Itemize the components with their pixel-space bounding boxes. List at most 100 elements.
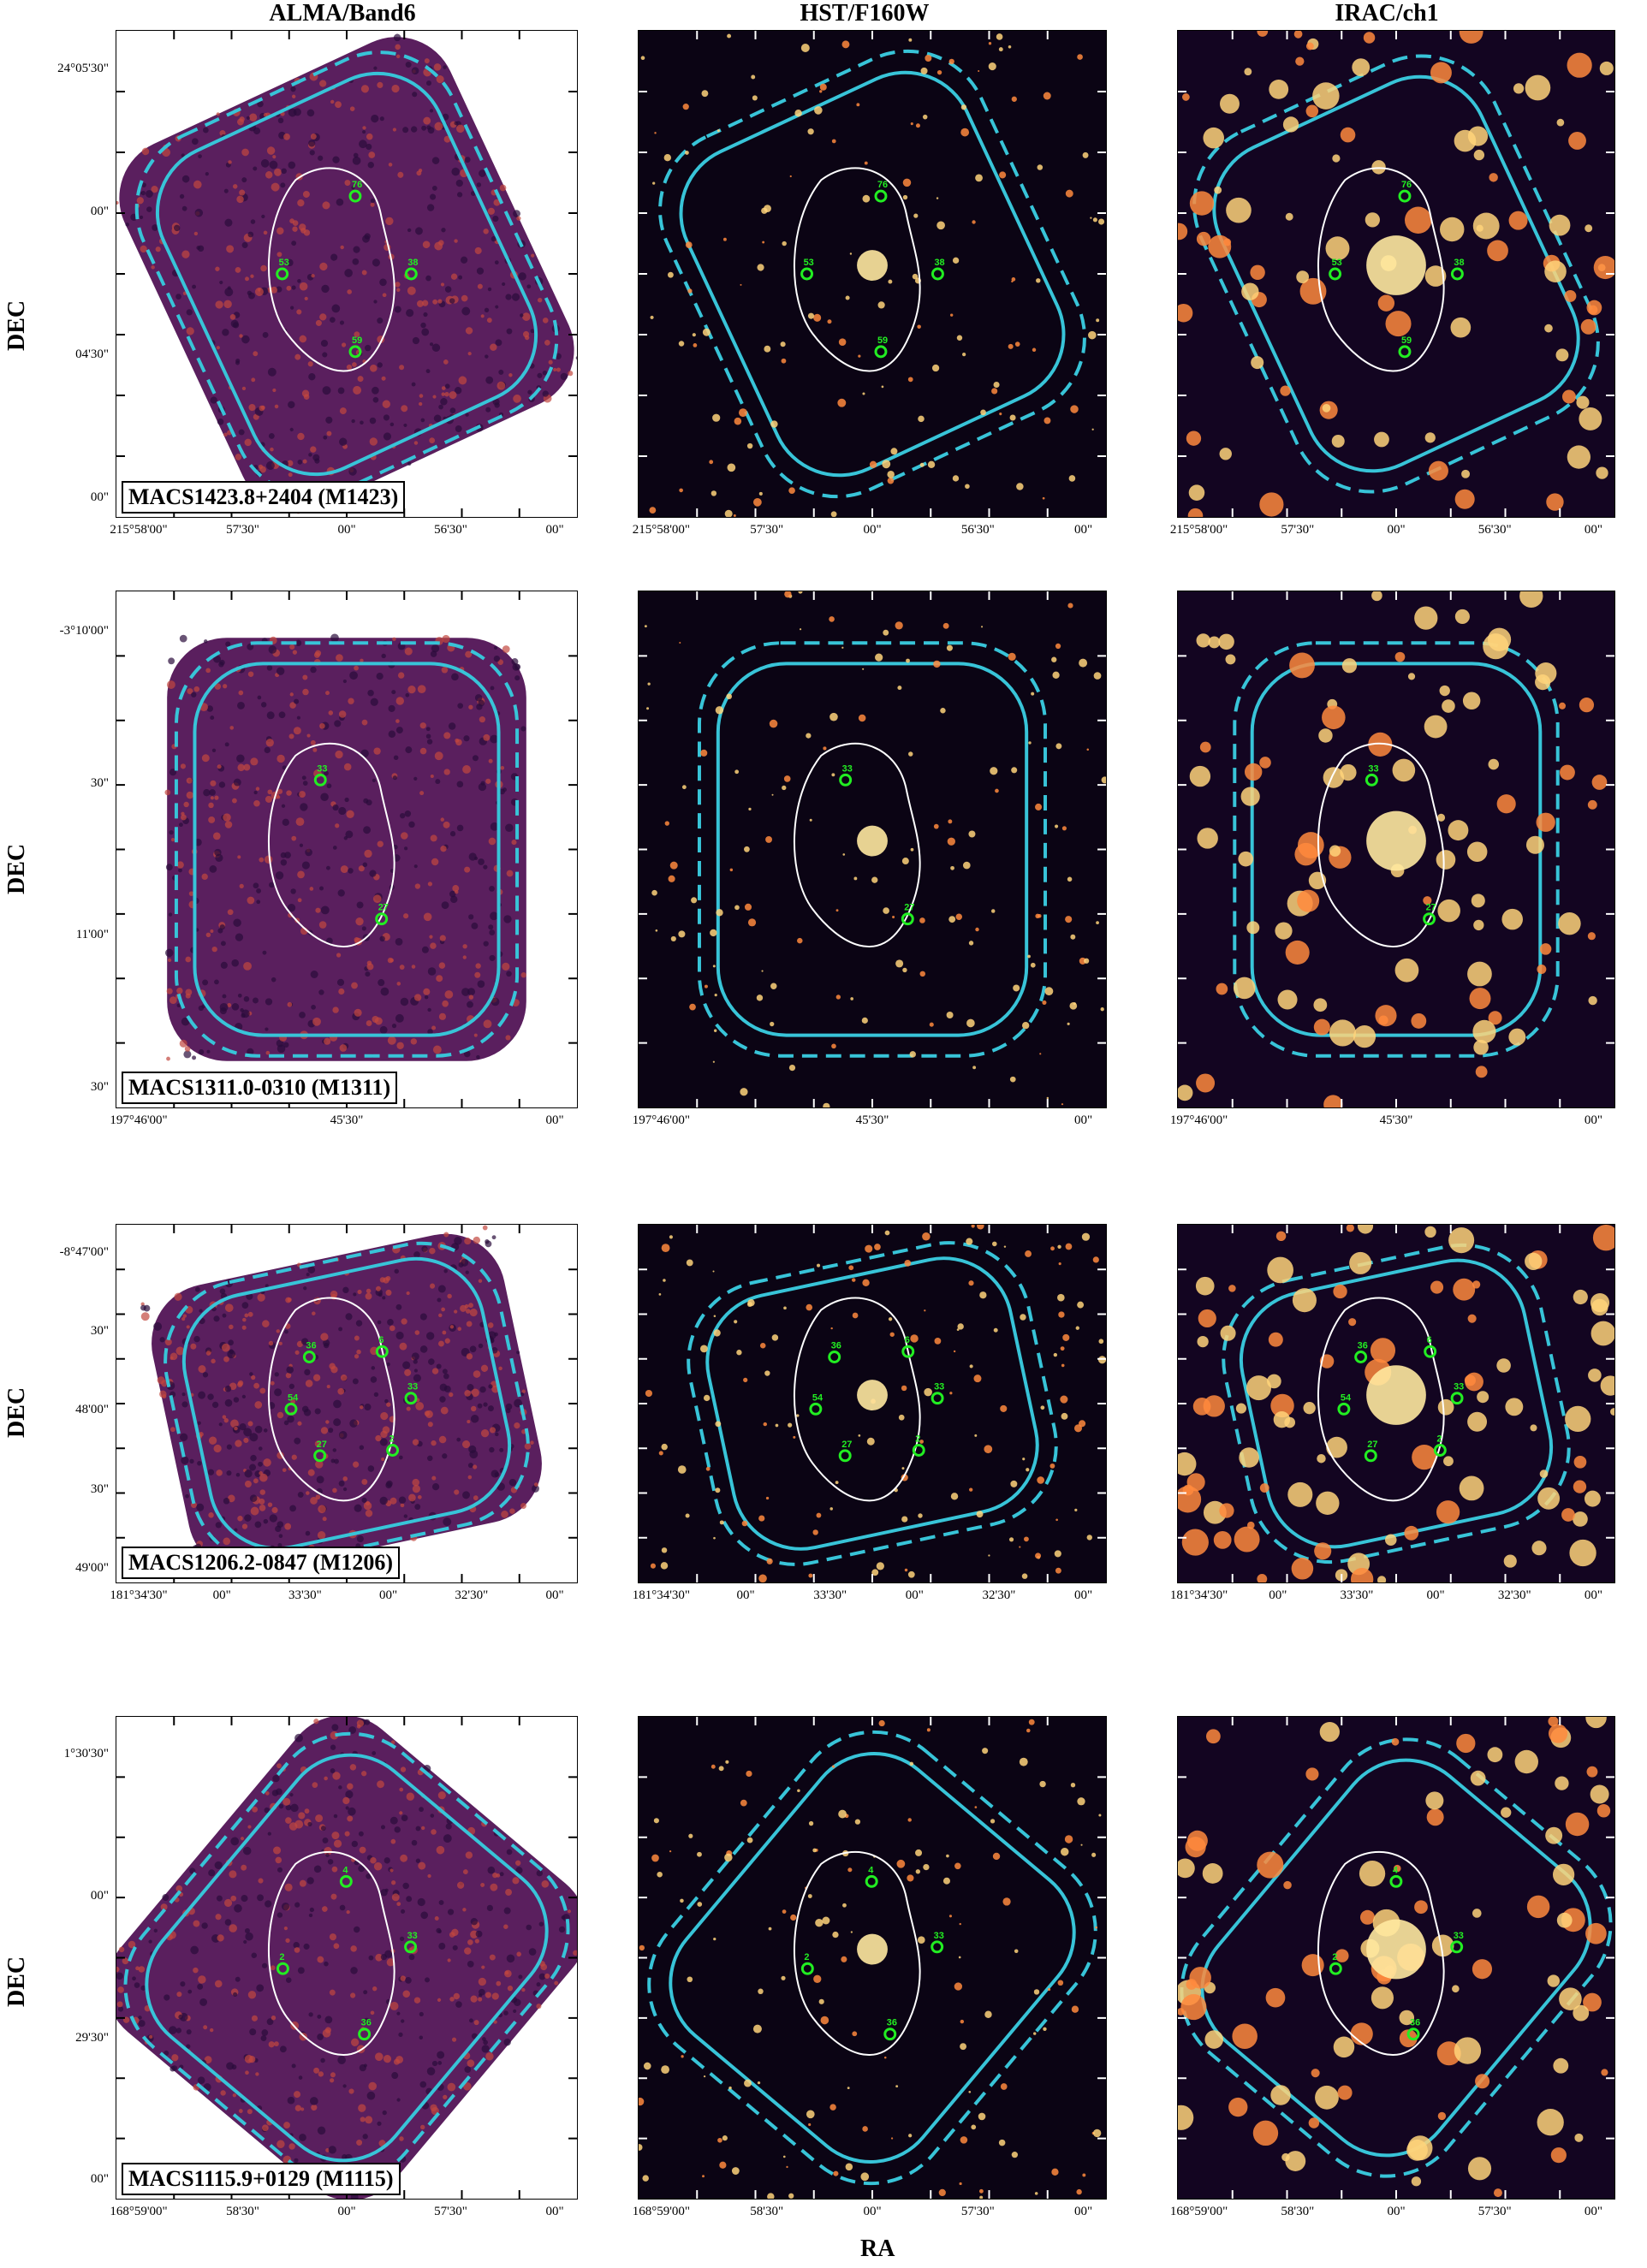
source-id-label: 2 [915,1434,920,1445]
ra-tick-label: 00" [379,1588,398,1602]
coverage-contour-dashed [647,1730,1097,2186]
source-id-label: 2 [1436,1434,1442,1445]
ra-tick-label: 00" [1584,1588,1602,1602]
coverage-contour-solid [716,662,1029,1037]
overlay-irac-row-3: 27 54 36 6 33 2 [1178,1225,1614,1582]
source-marker [1329,267,1342,281]
cluster-name-label: MACS1115.9+0129 (M1115) [122,2163,401,2195]
source-marker [348,189,362,203]
source-id-label: 27 [317,1440,327,1450]
source-marker [404,1940,418,1954]
source-id-label: 2 [1332,1952,1337,1962]
coverage-contour-dashed [658,49,1086,499]
ra-tick-label: 00" [1584,523,1602,537]
source-id-label: 2 [804,1952,809,1962]
source-marker [1450,1392,1464,1405]
source-id-label: 33 [407,1931,418,1941]
source-marker [1398,189,1412,203]
ra-tick-label: 00" [337,2205,356,2218]
source-marker [302,1351,316,1363]
overlay-alma-row-2: 27 33 [116,591,577,1107]
hst-image-row-4: 2 4 33 36 [638,1716,1107,2200]
ra-tick-label: 57'30" [1281,523,1315,537]
overlay-hst-row-2: 27 33 [639,591,1106,1107]
cluster-name-label: MACS1206.2-0847 (M1206) [122,1547,401,1579]
critical-curve [1317,1297,1445,1502]
source-marker [1424,1345,1437,1358]
source-id-label: 76 [352,180,362,190]
source-id-label: 76 [1401,180,1412,190]
source-marker [348,345,362,359]
critical-curve [267,1850,395,2056]
irac-image-row-3: 27 54 36 6 33 2 [1177,1224,1615,1583]
ra-tick-label: 00" [1074,1113,1093,1127]
panel-alma-row-3: 27 54 36 6 33 2 MACS1206.2-0847 (M1206) 181°34'… [60,1224,578,1602]
ra-tick-label: 00" [1074,1588,1093,1602]
source-id-label: 33 [934,1382,944,1392]
ra-axis-label: RA [860,2235,895,2262]
source-marker [1423,912,1436,926]
ra-tick-label: 181°34'30" [110,1588,168,1602]
source-id-label: 76 [877,180,888,190]
source-marker [313,773,327,787]
ra-tick-label: 57'30" [1478,2205,1512,2218]
source-marker [358,2028,372,2041]
panel-hst-row-2: 27 33 197°46'00" 45'30" 00" [633,591,1107,1127]
dec-tick-label: 30" [90,1079,109,1094]
source-id-label: 53 [1332,258,1342,268]
dec-tick-label: 30" [90,775,109,790]
panel-alma-row-4: 2 4 33 36 MACS1115.9+0129 (M1115) 168°59'00" 5… [64,1716,578,2218]
source-id-label: 36 [306,1341,316,1351]
dec-tick-label: 48'00" [75,1403,109,1417]
source-marker [800,267,814,281]
column-title-hst: HST/F160W [800,0,930,27]
critical-curve [793,742,921,947]
panel-hst-row-4: 2 4 33 36 168°59'00" 58'30" 00" 57'30" 00" [633,1716,1107,2218]
ra-tick-label: 00" [905,1588,924,1602]
source-marker [1354,1351,1368,1363]
source-marker [1450,1940,1464,1954]
coverage-contour-dashed [134,50,559,497]
source-id-label: 6 [1427,1335,1432,1345]
source-id-label: 36 [887,2018,897,2028]
ra-tick-label: 00" [1074,2205,1093,2218]
coverage-contour-dashed [123,1731,570,2184]
dec-tick-label: 29'30" [75,2030,109,2045]
dec-tick-label: 00" [90,2172,109,2187]
source-id-label: 59 [1401,335,1412,346]
coverage-contour-solid [193,662,501,1037]
source-id-label: 38 [934,258,944,268]
source-id-label: 27 [1367,1440,1377,1450]
source-id-label: 27 [904,903,914,913]
ra-tick-label: 181°34'30" [632,1588,691,1602]
ra-tick-label: 45'30" [1379,1113,1413,1127]
dec-tick-label: 11'00" [75,928,109,942]
ra-tick-label: 197°46'00" [632,1113,691,1127]
critical-curve [267,1297,395,1502]
ra-tick-label: 57'30" [750,523,784,537]
alma-image-row-1: 38 59 53 76 MACS1423.8+2404 (M1423) [116,30,578,518]
source-id-label: 33 [934,1931,944,1941]
critical-curve [793,1850,921,2056]
source-marker [276,1962,289,1975]
dec-tick-label: 1°30'30" [63,1747,109,1761]
source-marker [1450,267,1464,281]
dec-tick-label: 04'30" [75,347,109,361]
source-id-label: 33 [407,1382,418,1392]
source-marker [1433,1444,1447,1457]
ra-tick-label: 56'30" [1478,523,1512,537]
source-id-label: 36 [361,2018,372,2028]
coverage-contour-solid [669,1752,1076,2164]
dec-tick-label: -3°10'00" [59,624,109,638]
panel-hst-row-3: 27 54 36 6 33 2 181°34'30" 00" 33'30" 00" 32'30" 00… [633,1224,1107,1602]
source-marker [931,1392,944,1405]
source-id-label: 33 [1454,1931,1464,1941]
ra-tick-label: 00" [863,523,882,537]
ra-tick-label: 00" [545,2205,564,2218]
ra-tick-label: 00" [863,2205,882,2218]
critical-curve [1317,167,1445,372]
source-id-label: 36 [1410,2018,1420,2028]
coverage-contour-solid [181,1256,512,1551]
ra-tick-label: 56'30" [960,523,995,537]
ra-tick-label: 181°34'30" [1169,1588,1228,1602]
